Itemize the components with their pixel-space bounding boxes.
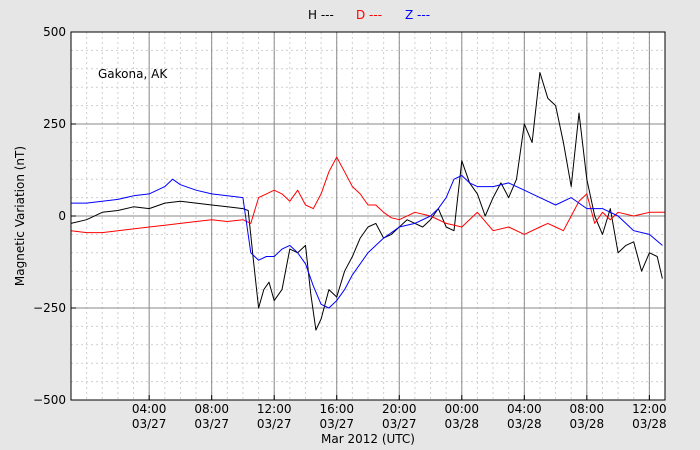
series-line-z (71, 175, 663, 309)
x-tick-label-date: 03/27 (382, 417, 417, 431)
series-layer (70, 72, 665, 331)
y-tick-label: −500 (33, 393, 66, 407)
legend-entry-d: D --- (356, 8, 382, 22)
x-tick-label-date: 03/28 (632, 417, 667, 431)
axis-ticks: 04:0003/2708:0003/2712:0003/2716:0003/27… (33, 25, 667, 431)
x-tick-label-time: 12:00 (632, 402, 667, 416)
x-axis-label: Mar 2012 (UTC) (321, 432, 415, 446)
x-tick-label-time: 04:00 (507, 402, 542, 416)
x-tick-label-date: 03/27 (257, 417, 292, 431)
station-annotation: Gakona, AK (98, 67, 168, 81)
legend-entry-z: Z --- (405, 8, 430, 22)
x-tick-label-time: 08:00 (570, 402, 605, 416)
legend: H --- D --- Z --- (308, 8, 430, 22)
y-tick-label: 250 (43, 117, 66, 131)
y-tick-label: 500 (43, 25, 66, 39)
x-tick-label-date: 03/28 (507, 417, 542, 431)
series-line-d (70, 156, 665, 235)
x-tick-label-date: 03/27 (194, 417, 229, 431)
x-tick-label-date: 03/27 (132, 417, 167, 431)
x-tick-label-date: 03/28 (444, 417, 479, 431)
x-tick-label-time: 20:00 (382, 402, 417, 416)
x-tick-label-date: 03/28 (570, 417, 605, 431)
x-tick-label-time: 12:00 (257, 402, 292, 416)
y-tick-label: −250 (33, 301, 66, 315)
y-tick-label: 0 (58, 209, 66, 223)
x-tick-label-time: 16:00 (319, 402, 354, 416)
x-tick-label-time: 00:00 (444, 402, 479, 416)
legend-entry-h: H --- (308, 8, 334, 22)
x-tick-label-date: 03/27 (319, 417, 354, 431)
x-tick-label-time: 04:00 (132, 402, 167, 416)
y-axis-label: Magnetic Variation (nT) (13, 146, 27, 286)
major-grid (71, 32, 665, 400)
x-tick-label-time: 08:00 (194, 402, 229, 416)
